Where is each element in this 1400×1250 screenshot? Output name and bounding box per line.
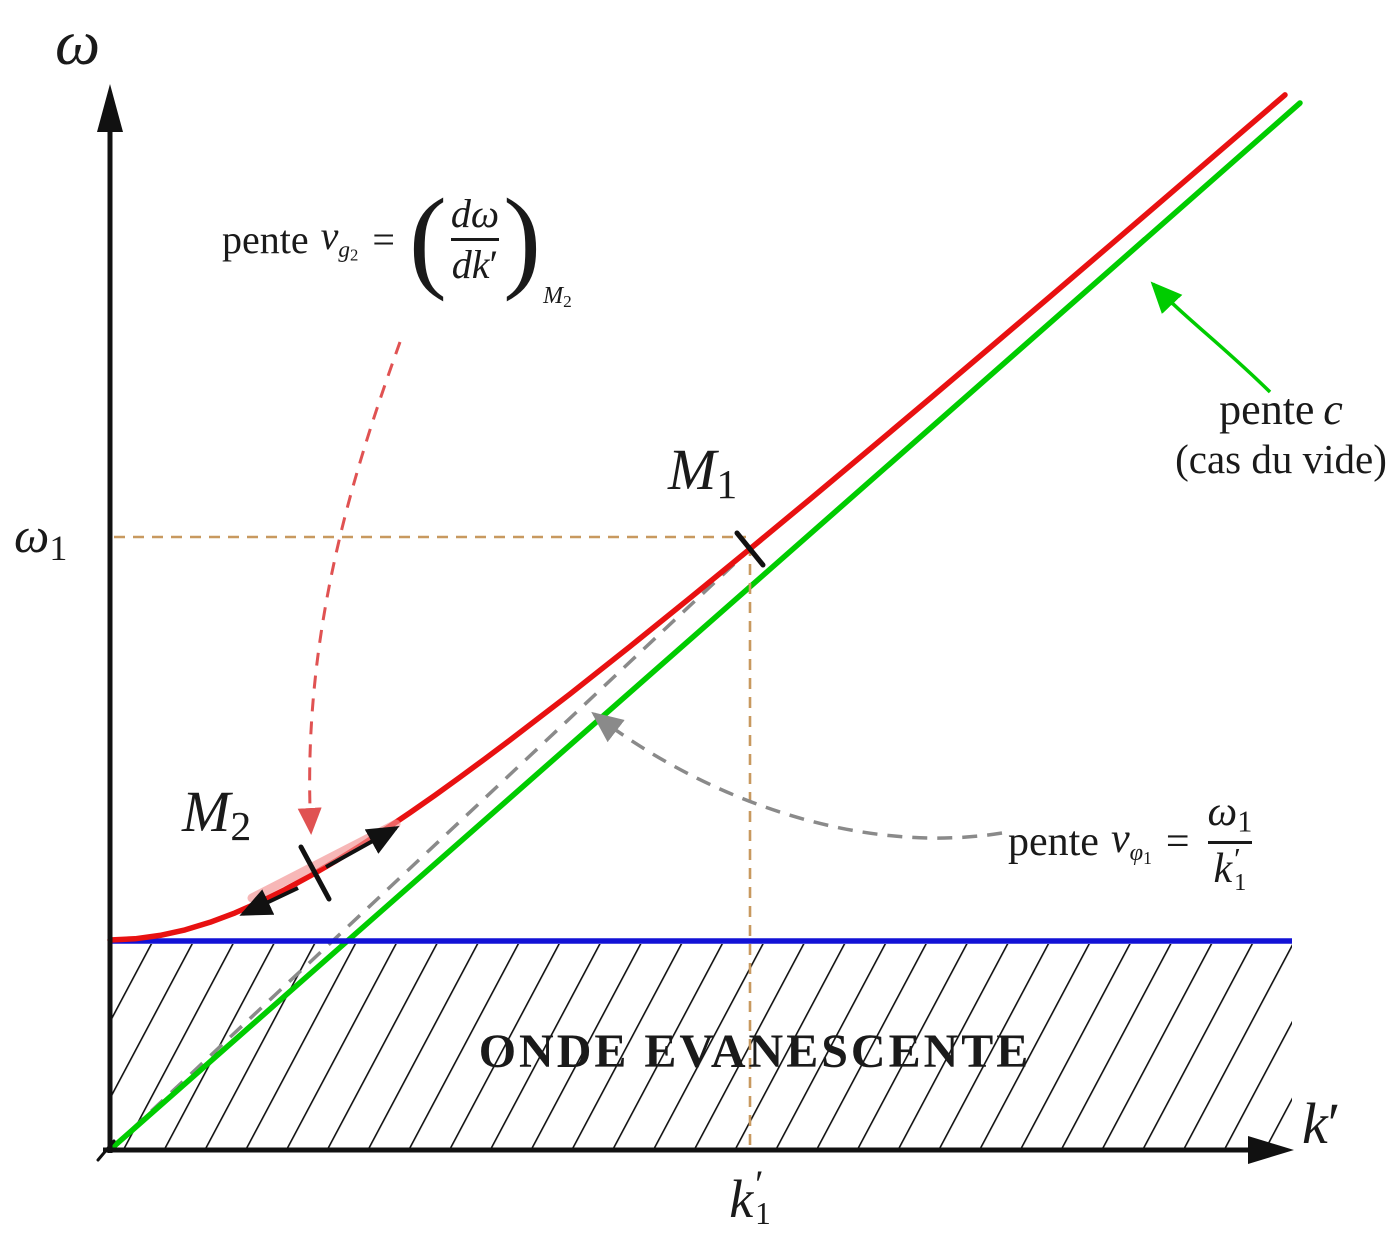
point-m1-tick: [734, 530, 766, 568]
tangent-arrow-down-icon: [239, 886, 299, 916]
y-axis-arrow-icon: [97, 84, 123, 132]
point-m1-label: M1: [668, 437, 738, 509]
y-axis-label: ω: [55, 7, 101, 78]
dispersion-curve: [107, 92, 1288, 943]
k1-tick-label: k ′ 1: [729, 1163, 771, 1232]
vg2-annotation: pente vg2 = ( dω dk′ ) M2: [222, 175, 572, 312]
x-axis-label: k′: [1302, 1091, 1341, 1156]
omega1-tick-label: ω1: [14, 507, 68, 568]
point-m2-tick: [298, 844, 332, 902]
vphi-annotation: pente vφ1 = ω1 k ′ 1: [1008, 789, 1253, 897]
vg2-annotation-arrow-icon: [297, 341, 402, 835]
phase-velocity-chord: [110, 536, 764, 1150]
vphi-annotation-arrow-icon: [591, 711, 1003, 840]
x-axis-arrow-icon: [1248, 1136, 1294, 1164]
pente-c-annotation-arrow-icon: [1150, 281, 1272, 394]
tangent-arrow-up-icon: [325, 826, 400, 869]
evanescent-region-label: ONDE EVANESCENTE: [478, 1025, 1032, 1078]
pente-c-annotation: pente c (cas du vide): [1175, 385, 1387, 482]
light-line-slope-c: [109, 100, 1303, 1151]
point-m2-label: M2: [182, 779, 252, 851]
